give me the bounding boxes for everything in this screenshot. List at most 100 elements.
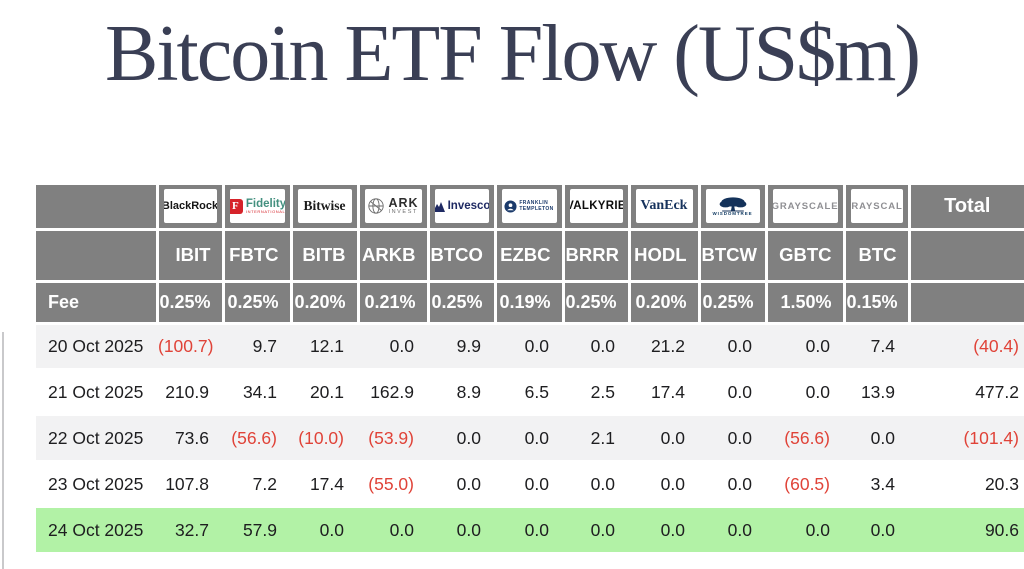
flow-value: 2.1: [563, 415, 629, 462]
flow-value: 0.0: [563, 507, 629, 554]
ticker-hodl: HODL: [629, 229, 701, 283]
flow-value: 0.0: [358, 323, 428, 370]
corner-cell: [36, 185, 159, 231]
provider-cell-wisdomtree: WISDOMTREE: [699, 185, 768, 231]
fee-btco: 0.25%: [428, 281, 497, 325]
ark-sub-label: INVEST: [388, 208, 418, 215]
tree-icon: [719, 196, 746, 211]
ticker-ibit: IBIT: [157, 229, 225, 283]
etf-flow-table: BlackRock F Fidelity INTERNATIONAL Bit: [36, 185, 1024, 554]
ticker-total-spacer: [909, 229, 1024, 283]
wisdomtree-logo: WISDOMTREE: [705, 189, 760, 224]
flow-value: 0.0: [629, 415, 699, 462]
franklin-wordmark-line1: FRANKLIN: [519, 200, 549, 207]
row-date: 22 Oct 2025: [36, 415, 157, 462]
invesco-wordmark: Invesco: [447, 200, 489, 213]
blackrock-logo: BlackRock: [163, 189, 217, 224]
ticker-ezbc: EZBC: [495, 229, 565, 283]
flow-value: 162.9: [358, 369, 428, 416]
flow-value: 0.0: [428, 461, 495, 508]
flow-value: 7.4: [844, 323, 909, 370]
flow-value: 9.9: [428, 323, 495, 370]
grayscale-logo: GRAYSCALE: [850, 189, 903, 224]
ticker-row: IBIT FBTC BITB ARKB BTCO EZBC BRRR HODL …: [36, 229, 1024, 283]
row-date: 23 Oct 2025: [36, 461, 157, 508]
flow-value: 0.0: [358, 507, 428, 554]
grayscale-logo: GRAYSCALE: [772, 189, 838, 224]
flow-value: 0.0: [495, 323, 563, 370]
vaneck-wordmark: VanEck: [640, 198, 688, 214]
row-total: 90.6: [909, 507, 1024, 554]
flow-value: 0.0: [699, 507, 766, 554]
row-total: (40.4): [909, 323, 1024, 370]
flow-value: 0.0: [766, 369, 844, 416]
flow-value: 9.7: [223, 323, 291, 370]
bitwise-logo: Bitwise: [297, 189, 352, 224]
total-column-header: Total: [909, 185, 1024, 231]
wisdomtree-wordmark: WISDOMTREE: [712, 210, 753, 216]
flow-value: 107.8: [157, 461, 223, 508]
fidelity-f-icon: F: [229, 198, 243, 214]
table-row-24-oct-highlighted: 24 Oct 2025 32.7 57.9 0.0 0.0 0.0 0.0 0.…: [36, 507, 1024, 554]
flow-value: 0.0: [291, 507, 358, 554]
provider-cell-franklin: FRANKLIN TEMPLETON: [495, 185, 565, 231]
flow-value: 21.2: [629, 323, 699, 370]
provider-cell-valkyrie: VALKYRIE: [563, 185, 631, 231]
flow-value: 2.5: [563, 369, 629, 416]
row-total: 477.2: [909, 369, 1024, 416]
fee-bitb: 0.20%: [291, 281, 360, 325]
flow-value: 0.0: [699, 415, 766, 462]
franklin-templeton-logo: FRANKLIN TEMPLETON: [501, 189, 557, 224]
flow-value: 0.0: [629, 507, 699, 554]
ticker-bitb: BITB: [291, 229, 360, 283]
table-row-22-oct: 22 Oct 2025 73.6 (56.6) (10.0) (53.9) 0.…: [36, 415, 1024, 462]
flow-value: 0.0: [629, 461, 699, 508]
globe-icon: [368, 198, 385, 214]
flow-value: 0.0: [844, 507, 909, 554]
row-date: 21 Oct 2025: [36, 369, 157, 416]
flow-value: 0.0: [428, 507, 495, 554]
ticker-row-spacer: [36, 229, 159, 283]
flow-value: (53.9): [358, 415, 428, 462]
flow-value: 210.9: [157, 369, 223, 416]
fee-row-label: Fee: [36, 281, 159, 325]
valkyrie-wordmark: VALKYRIE: [570, 200, 623, 213]
flow-value: (60.5): [766, 461, 844, 508]
fee-total-spacer: [909, 281, 1024, 325]
flow-value: 0.0: [699, 461, 766, 508]
flow-value: 0.0: [699, 323, 766, 370]
fee-ibit: 0.25%: [157, 281, 225, 325]
fee-fbtc: 0.25%: [223, 281, 293, 325]
flow-value: 0.0: [428, 415, 495, 462]
fee-brrr: 0.25%: [563, 281, 631, 325]
mountain-icon: [434, 201, 445, 212]
table-row-23-oct: 23 Oct 2025 107.8 7.2 17.4 (55.0) 0.0 0.…: [36, 461, 1024, 508]
blackrock-wordmark: BlackRock: [163, 200, 217, 213]
flow-value: 3.4: [844, 461, 909, 508]
provider-logo-row: BlackRock F Fidelity INTERNATIONAL Bit: [36, 185, 1024, 231]
flow-value: (55.0): [358, 461, 428, 508]
provider-cell-grayscale-gbtc: GRAYSCALE: [766, 185, 846, 231]
row-date: 20 Oct 2025: [36, 323, 157, 370]
bitwise-wordmark: Bitwise: [303, 198, 346, 214]
fee-btc: 0.15%: [844, 281, 911, 325]
flow-value: 73.6: [157, 415, 223, 462]
row-total: (101.4): [909, 415, 1024, 462]
fidelity-sub-label: INTERNATIONAL: [245, 209, 285, 214]
flow-value: 0.0: [699, 369, 766, 416]
ticker-fbtc: FBTC: [223, 229, 293, 283]
ticker-arkb: ARKB: [358, 229, 430, 283]
flow-value: 12.1: [291, 323, 358, 370]
ticker-gbtc: GBTC: [766, 229, 846, 283]
fee-btcw: 0.25%: [699, 281, 768, 325]
row-total: 20.3: [909, 461, 1024, 508]
provider-cell-fidelity: F Fidelity INTERNATIONAL: [223, 185, 293, 231]
invesco-logo: Invesco: [434, 189, 489, 224]
valkyrie-logo: VALKYRIE: [569, 189, 623, 224]
flow-value: 17.4: [629, 369, 699, 416]
flow-value: 0.0: [495, 415, 563, 462]
table-row-21-oct: 21 Oct 2025 210.9 34.1 20.1 162.9 8.9 6.…: [36, 369, 1024, 416]
flow-value: 0.0: [766, 507, 844, 554]
provider-cell-ark: ARK INVEST: [358, 185, 430, 231]
row-date: 24 Oct 2025: [36, 507, 157, 554]
